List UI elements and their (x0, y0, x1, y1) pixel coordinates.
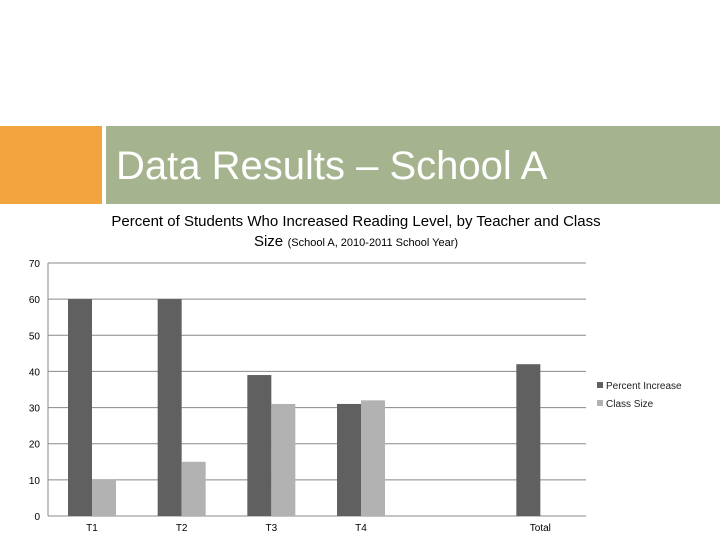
bar (68, 299, 92, 516)
chart-subtitle: (School A, 2010-2011 School Year) (287, 237, 459, 249)
x-tick-label: T3 (265, 523, 277, 534)
chart-title-line1: Percent of Students Who Increased Readin… (111, 213, 601, 230)
x-tick-label: T4 (355, 523, 367, 534)
x-tick-label: Total (530, 523, 551, 534)
y-tick-label: 70 (29, 259, 41, 270)
title-accent-block (0, 126, 102, 204)
y-tick-label: 30 (29, 404, 41, 415)
bar (157, 299, 182, 516)
bar (247, 375, 272, 516)
title-bar (106, 126, 720, 204)
bar (516, 364, 541, 516)
bar (92, 479, 116, 516)
chart-title: Percent of Students Who Increased Readin… (0, 212, 712, 253)
chart-title-line2-main: Size (253, 233, 284, 250)
y-tick-label: 20 (29, 440, 41, 451)
legend-swatch (597, 382, 603, 388)
x-tick-label: T2 (176, 523, 188, 534)
bar (181, 461, 206, 516)
y-tick-label: 50 (29, 331, 41, 342)
bar (271, 403, 296, 516)
chart-title-line2: Size (School A, 2010-2011 School Year) (0, 232, 712, 253)
x-tick-label: T1 (86, 523, 98, 534)
legend-swatch (597, 400, 603, 406)
legend-label: Percent Increase (606, 381, 682, 392)
bar (361, 400, 385, 516)
legend-label: Class Size (606, 399, 654, 410)
bar (337, 403, 361, 516)
y-tick-label: 10 (29, 476, 41, 487)
y-tick-label: 0 (34, 512, 40, 523)
y-tick-label: 60 (29, 295, 41, 306)
y-tick-label: 40 (29, 367, 41, 378)
slide-title: Data Results – School A (116, 144, 548, 188)
